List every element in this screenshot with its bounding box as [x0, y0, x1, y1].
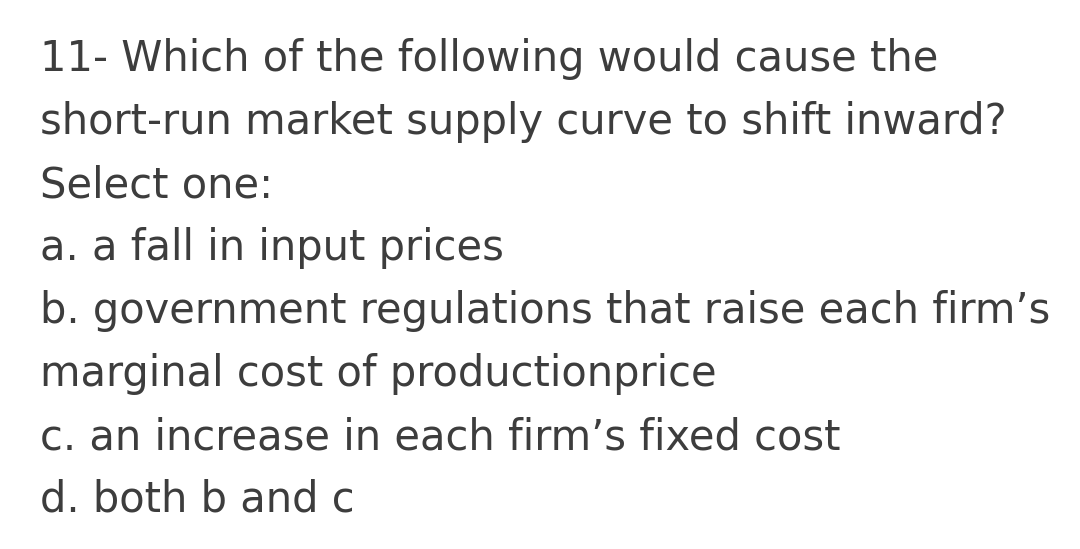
Text: d. both b and c: d. both b and c	[40, 479, 354, 521]
Text: short-run market supply curve to shift inward?: short-run market supply curve to shift i…	[40, 101, 1007, 143]
Text: a. a fall in input prices: a. a fall in input prices	[40, 227, 504, 269]
Text: marginal cost of productionprice: marginal cost of productionprice	[40, 353, 717, 395]
Text: c. an increase in each firm’s fixed cost: c. an increase in each firm’s fixed cost	[40, 416, 840, 458]
Text: b. government regulations that raise each firm’s: b. government regulations that raise eac…	[40, 290, 1050, 332]
Text: Select one:: Select one:	[40, 164, 273, 206]
Text: 11- Which of the following would cause the: 11- Which of the following would cause t…	[40, 38, 939, 80]
